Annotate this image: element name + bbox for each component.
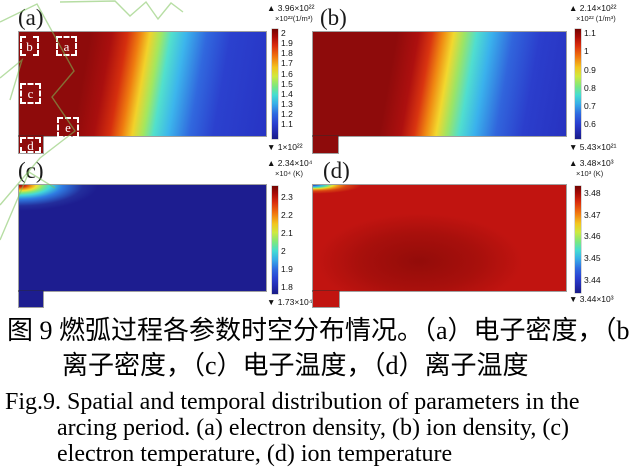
colorbar-tick-label: 1.9 bbox=[281, 38, 293, 49]
colorbar-max-label: ▲ 3.96×10²² bbox=[267, 3, 315, 13]
colorbar-tick-label: 0.6 bbox=[584, 119, 596, 130]
panel-c-label: (c) bbox=[18, 158, 44, 183]
colorbar-tick-label: 2 bbox=[281, 246, 286, 257]
colorbar-tick-label: 1.9 bbox=[281, 264, 293, 275]
colorbar-ticks: 3.48 3.47 3.46 3.45 3.44 bbox=[584, 189, 601, 284]
sample-region-box: a bbox=[56, 36, 77, 56]
sample-region-label: b bbox=[26, 38, 33, 54]
sample-region-label: c bbox=[27, 86, 34, 101]
colorbar-tick-label: 2 bbox=[281, 28, 286, 38]
colorbar-tick-label: 2.3 bbox=[281, 192, 293, 202]
colorbar-tick-label: 1.8 bbox=[281, 48, 293, 59]
colorbar-gradient bbox=[575, 29, 581, 139]
heatmap-ion-temperature bbox=[313, 185, 566, 291]
caption-en-line3: electron temperature, (d) ion temperatur… bbox=[57, 441, 453, 467]
colorbar-min-label: ▼ 5.43×10²¹ bbox=[569, 142, 617, 152]
colorbar-min-label: ▼ 1.73×10⁴ bbox=[267, 297, 313, 307]
colorbar-tick-label: 1.5 bbox=[281, 78, 293, 89]
colorbar-ticks: 2 1.9 1.8 1.7 1.6 1.5 1.4 1.3 1.2 1.1 bbox=[281, 29, 293, 129]
sample-region-box: b bbox=[20, 36, 39, 56]
panel-a-label: (a) bbox=[18, 5, 44, 30]
colorbar-tick-label: 1.2 bbox=[281, 109, 293, 120]
sample-region-label: a bbox=[63, 38, 70, 54]
colorbar-tick-label: 1 bbox=[584, 46, 589, 57]
colorbar-max-label: ▲ 2.34×10⁴ bbox=[267, 158, 313, 168]
colorbar-unit-label: ×10²² (1/m³) bbox=[576, 14, 616, 23]
colorbar-unit-label: ×10²²(1/m³) bbox=[275, 14, 313, 23]
colorbar-tick-label: 0.9 bbox=[584, 64, 596, 75]
colorbar-gradient bbox=[272, 29, 278, 139]
heatmap-electron-temperature bbox=[19, 185, 266, 291]
colorbar-tick-label: 1.4 bbox=[281, 88, 293, 99]
colorbar-unit-label: ×10³ (K) bbox=[576, 169, 604, 178]
colorbar-tick-label: 0.7 bbox=[584, 101, 596, 112]
colorbar-min-label: ▼ 1×10²² bbox=[267, 142, 303, 152]
caption-zh-line2: 离子密度，（c）电子温度，（d）离子温度 bbox=[62, 351, 529, 380]
colorbar-tick-label: 1.6 bbox=[281, 68, 293, 79]
sample-region-box: c bbox=[20, 83, 41, 104]
heatmap-ion-density-step bbox=[313, 136, 338, 153]
colorbar-ticks: 2.3 2.2 2.1 2 1.9 1.8 bbox=[281, 193, 293, 292]
colorbar-tick-label: 2.2 bbox=[281, 210, 293, 221]
colorbar-tick-label: 0.8 bbox=[584, 82, 596, 93]
colorbar-tick-label: 1.3 bbox=[281, 99, 293, 110]
caption-zh-line1: 图 9 燃弧过程各参数时空分布情况。（a）电子密度，（b） bbox=[7, 316, 629, 345]
colorbar-tick-label: 1.1 bbox=[584, 28, 596, 38]
colorbar-tick-label: 3.44 bbox=[584, 274, 601, 285]
colorbar-tick-label: 2.1 bbox=[281, 228, 293, 239]
sample-region-box: d bbox=[20, 137, 41, 153]
colorbar-min-label: ▼ 3.44×10³ bbox=[569, 294, 614, 304]
caption-en-line2: arcing period. (a) electron density, (b)… bbox=[57, 415, 570, 441]
colorbar-tick-label: 3.47 bbox=[584, 209, 601, 220]
colorbar-tick-label: 3.45 bbox=[584, 252, 601, 263]
colorbar-tick-label: 1.1 bbox=[281, 119, 293, 130]
colorbar-gradient bbox=[272, 186, 278, 294]
colorbar-max-label: ▲ 3.48×10³ bbox=[569, 158, 614, 168]
heatmap-ion-temperature-step bbox=[313, 291, 339, 307]
panel-b-label: (b) bbox=[320, 5, 347, 30]
panel-d-label: (d) bbox=[323, 158, 350, 183]
sample-region-label: e bbox=[65, 120, 71, 135]
colorbar-ticks: 1.1 1 0.9 0.8 0.7 0.6 bbox=[584, 29, 596, 129]
heatmap-ion-density bbox=[313, 32, 566, 136]
sample-region-box: e bbox=[57, 117, 79, 138]
heatmap-electron-temperature-step bbox=[19, 291, 43, 307]
colorbar-tick-label: 1.8 bbox=[281, 282, 293, 293]
colorbar-gradient bbox=[575, 186, 581, 293]
colorbar-tick-label: 3.48 bbox=[584, 188, 601, 198]
colorbar-tick-label: 3.46 bbox=[584, 231, 601, 242]
colorbar-unit-label: ×10⁴ (K) bbox=[275, 169, 304, 178]
colorbar-max-label: ▲ 2.14×10²² bbox=[569, 3, 617, 13]
caption-en-line1: Fig.9. Spatial and temporal distribution… bbox=[5, 389, 580, 415]
sample-region-label: d bbox=[27, 137, 34, 153]
colorbar-tick-label: 1.7 bbox=[281, 58, 293, 69]
